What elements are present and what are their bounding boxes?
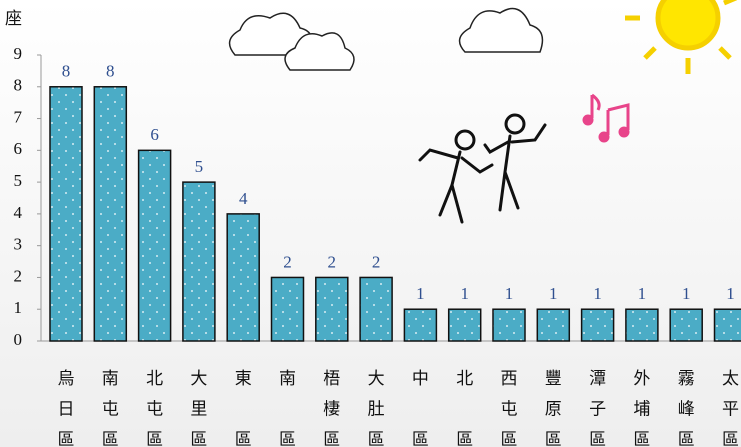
bar [404,309,436,341]
y-tick-label: 1 [14,298,23,317]
x-tick-label: 外埔區 [633,369,650,447]
y-tick-label: 3 [14,235,23,254]
y-tick-label: 7 [14,107,23,126]
x-tick-label: 霧峰區 [678,369,695,447]
bar [537,309,569,341]
value-label: 2 [372,252,381,271]
value-label: 8 [62,62,71,81]
y-tick-label: 5 [14,171,23,190]
x-tick-label: 南屯區 [102,369,119,447]
bar [183,182,215,341]
value-label: 8 [106,62,115,81]
value-label: 2 [283,252,292,271]
value-label: 1 [460,284,469,303]
y-axis-label: 座 [5,9,22,28]
value-label: 1 [549,284,558,303]
y-tick-label: 2 [14,266,23,285]
value-label: 1 [682,284,691,303]
bar [94,87,126,341]
chart: 座 01234567898烏日區8南屯區6北屯區5大里區4東區2南區2梧棲區2大… [0,0,741,447]
bar [715,309,741,341]
bar [670,309,702,341]
value-label: 1 [416,284,425,303]
y-tick-label: 8 [14,76,23,95]
x-tick-label: 西屯區 [501,369,518,447]
y-tick-label: 0 [14,330,23,349]
value-label: 6 [150,125,159,144]
bar [272,277,304,341]
bar [493,309,525,341]
x-tick-label: 烏日區 [58,369,75,447]
y-tick-label: 6 [14,139,23,158]
y-tick-label: 9 [14,44,23,63]
bar [582,309,614,341]
x-tick-label: 北屯區 [146,369,163,447]
value-label: 1 [505,284,514,303]
value-label: 1 [726,284,735,303]
x-tick-label: 豐原區 [545,369,562,447]
x-tick-label: 梧棲區 [323,369,340,447]
bar [360,277,392,341]
bar [626,309,658,341]
bar [227,214,259,341]
x-tick-label: 大肚區 [368,369,385,447]
value-label: 4 [239,189,248,208]
x-tick-label: 大里區 [190,369,207,447]
value-label: 1 [638,284,647,303]
bar [50,87,82,341]
x-tick-label: 潭子區 [589,369,606,447]
value-label: 1 [593,284,602,303]
bar [316,277,348,341]
y-tick-label: 4 [14,203,23,222]
bar [139,150,171,341]
bar [449,309,481,341]
x-tick-label: 太平區 [722,369,739,447]
value-label: 5 [195,157,204,176]
value-label: 2 [328,252,337,271]
